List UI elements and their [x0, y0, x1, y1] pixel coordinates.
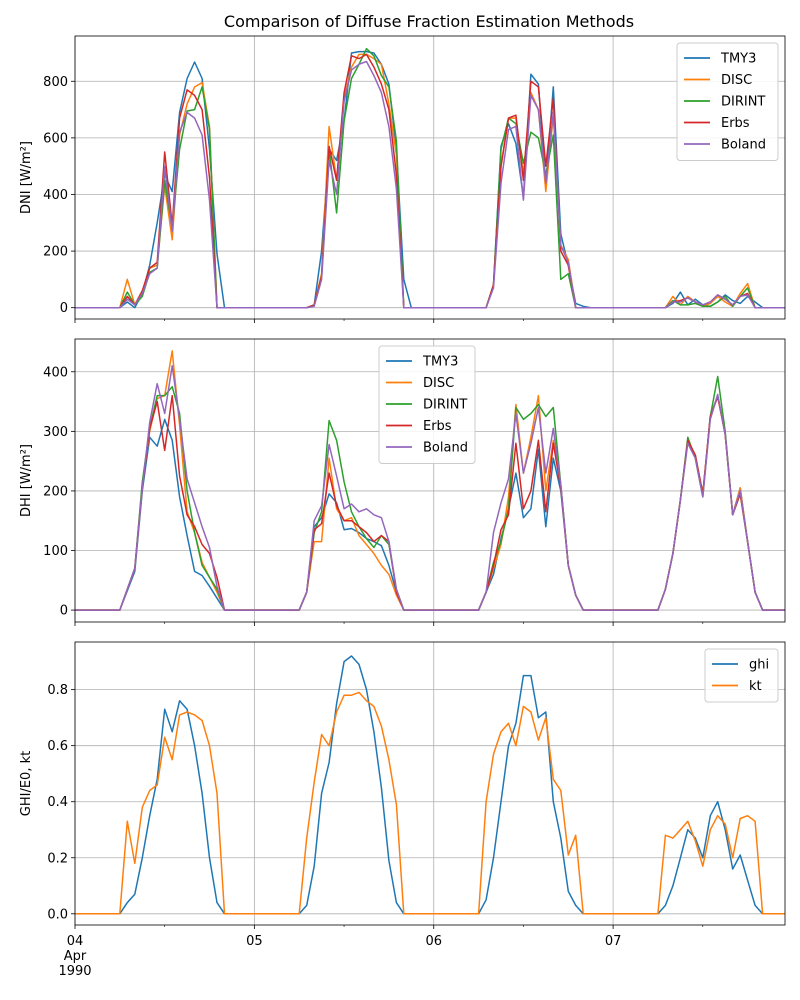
- y-tick-label: 0.6: [47, 739, 68, 754]
- axes-frame: [74, 35, 786, 320]
- panel-3: 0.0 0.2 0.4 0.6 0.8 GHI/E0, kt ghi kt: [19, 641, 786, 929]
- series-line-boland: [75, 365, 785, 611]
- x-tick-label: 06: [425, 934, 442, 949]
- series-line-dirint: [75, 47, 785, 309]
- legend-label: Erbs: [721, 116, 750, 131]
- x-tick-label: 05: [246, 934, 263, 949]
- legend-label: kt: [749, 679, 762, 694]
- axes-frame: [74, 641, 786, 926]
- chart-title: Comparison of Diffuse Fraction Estimatio…: [224, 12, 634, 31]
- legend-label: Boland: [721, 138, 766, 153]
- y-tick-label: 0: [60, 301, 68, 316]
- legend-label: Erbs: [423, 419, 452, 434]
- y-tick-label: 800: [43, 75, 68, 90]
- grid: [74, 36, 785, 319]
- y-tick-label: 0.2: [47, 851, 68, 866]
- y-axis-label: DHI [W/m²]: [19, 444, 34, 517]
- y-tick-label: 200: [43, 245, 68, 260]
- x-tick-label: Apr: [64, 949, 87, 964]
- y-tick-label: 0.8: [47, 683, 68, 698]
- series-line-boland: [75, 60, 785, 309]
- series-line-kt: [75, 691, 785, 915]
- y-tick-label: 300: [43, 425, 68, 440]
- y-tick-label: 100: [43, 544, 68, 559]
- legend-label: Boland: [423, 441, 468, 456]
- legend-label: DIRINT: [423, 398, 467, 413]
- y-tick-label: 0.0: [47, 907, 68, 922]
- legend-box: [704, 648, 779, 703]
- legend-box: [378, 345, 476, 464]
- y-tick-label: 600: [43, 131, 68, 146]
- panel-2: 0 100 200 300 400 DHI [W/m²] TMY3 DISC DIRINT Erb…: [19, 338, 786, 626]
- legend-label: TMY3: [422, 355, 458, 370]
- legend-label: DISC: [721, 73, 752, 88]
- legend-box: [676, 42, 779, 161]
- legend-label: TMY3: [720, 52, 756, 67]
- panels: 0 200 400 600 800 DNI [W/m²] TMY3 DISC DIRINT Erb…: [19, 35, 786, 979]
- legend-label: ghi: [749, 658, 769, 673]
- x-tick-label: 04: [67, 934, 84, 949]
- legend: TMY3 DISC DIRINT Erbs Boland: [676, 42, 779, 161]
- y-axis-label: DNI [W/m²]: [19, 141, 34, 214]
- panel-1: 0 200 400 600 800 DNI [W/m²] TMY3 DISC DIRINT Erb…: [19, 35, 786, 323]
- grid: [74, 642, 785, 925]
- y-tick-label: 0: [60, 604, 68, 619]
- y-tick-label: 400: [43, 365, 68, 380]
- legend: ghi kt: [704, 648, 779, 703]
- legend-label: DISC: [423, 376, 454, 391]
- x-tick-label: 07: [605, 934, 622, 949]
- y-tick-label: 200: [43, 484, 68, 499]
- legend-label: DIRINT: [721, 95, 765, 110]
- axes-frame: [74, 338, 786, 623]
- x-tick-label: 1990: [58, 964, 91, 979]
- legend: TMY3 DISC DIRINT Erbs Boland: [378, 345, 476, 464]
- y-axis-label: GHI/E0, kt: [19, 751, 34, 816]
- y-tick-label: 400: [43, 188, 68, 203]
- y-tick-label: 0.4: [47, 795, 68, 810]
